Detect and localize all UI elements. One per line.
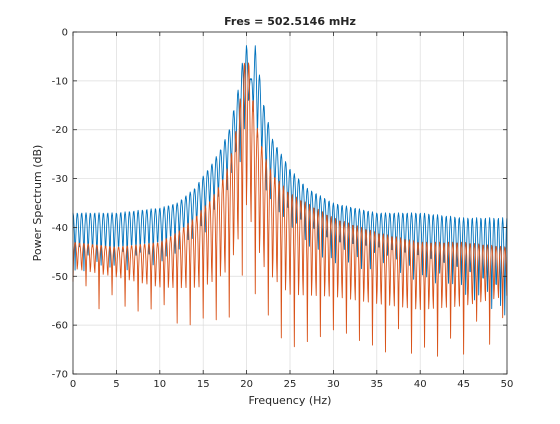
x-tick-label: 20 (240, 379, 253, 390)
y-tick-label: -60 (52, 321, 68, 332)
y-tick-label: 0 (62, 28, 68, 39)
x-tick-label: 35 (370, 379, 383, 390)
x-tick-label: 15 (197, 379, 210, 390)
x-tick-label: 10 (153, 379, 166, 390)
series-layer (72, 45, 508, 357)
x-axis-label: Frequency (Hz) (249, 394, 332, 407)
y-tick-label: -70 (52, 370, 68, 381)
x-tick-label: 5 (113, 379, 119, 390)
grid-layer (72, 31, 508, 375)
tick-layer: 0 5 10 15 20 25 30 35 40 45 50 0 -10 -20 -30 -40 -50 -60 -… (52, 28, 514, 391)
x-tick-label: 40 (414, 379, 427, 390)
x-tick-label: 25 (284, 379, 297, 390)
series-line-2 (72, 62, 508, 357)
x-tick-label: 50 (501, 379, 514, 390)
y-tick-label: -40 (52, 223, 68, 234)
y-tick-label: -50 (52, 272, 68, 283)
x-tick-label: 30 (327, 379, 340, 390)
chart-title: Fres = 502.5146 mHz (224, 15, 356, 28)
x-tick-label: 45 (457, 379, 470, 390)
y-tick-label: -20 (52, 125, 68, 136)
y-axis-label: Power Spectrum (dB) (31, 145, 44, 262)
series-line-1 (72, 45, 508, 316)
y-tick-label: -30 (52, 174, 68, 185)
x-tick-label: 0 (70, 379, 76, 390)
y-tick-label: -10 (52, 76, 68, 87)
